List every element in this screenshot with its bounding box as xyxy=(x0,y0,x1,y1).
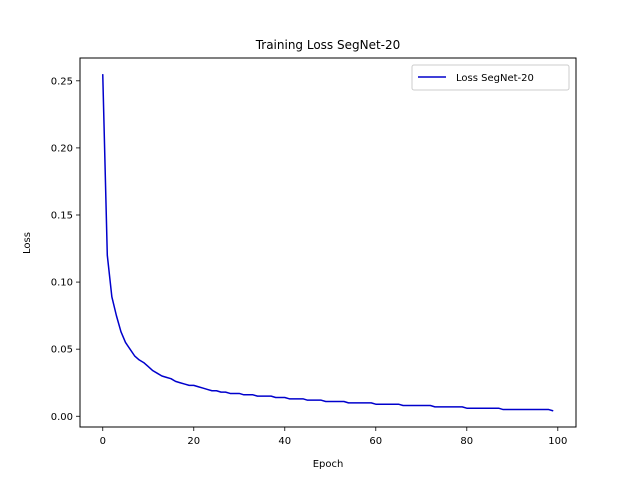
y-tick-label: 0.00 xyxy=(51,412,73,423)
x-tick-label: 60 xyxy=(369,436,382,447)
legend: Loss SegNet-20 xyxy=(411,64,570,91)
x-tick-label: 100 xyxy=(548,436,567,447)
axes-frame xyxy=(79,57,577,428)
x-tick-label: 20 xyxy=(187,436,200,447)
plot-area xyxy=(102,74,554,412)
y-axis-label: Loss xyxy=(22,232,33,254)
x-axis-label: Epoch xyxy=(313,459,344,470)
x-tick-label: 0 xyxy=(100,436,106,447)
y-tick-label: 0.25 xyxy=(51,76,73,87)
series-line-0 xyxy=(102,74,554,412)
chart-title: Training Loss SegNet-20 xyxy=(255,38,401,52)
y-tick-label: 0.10 xyxy=(51,278,73,289)
x-tick-label: 80 xyxy=(460,436,473,447)
legend-box xyxy=(411,64,570,91)
x-axis: 0 20 40 60 80 100 xyxy=(100,427,567,447)
legend-label: Loss SegNet-20 xyxy=(456,73,534,84)
y-tick-label: 0.05 xyxy=(51,345,73,356)
y-axis: 0.00 0.05 0.10 0.15 0.20 0.25 xyxy=(51,76,80,423)
x-tick-label: 40 xyxy=(278,436,291,447)
y-tick-label: 0.20 xyxy=(51,143,73,154)
y-tick-label: 0.15 xyxy=(51,210,73,221)
